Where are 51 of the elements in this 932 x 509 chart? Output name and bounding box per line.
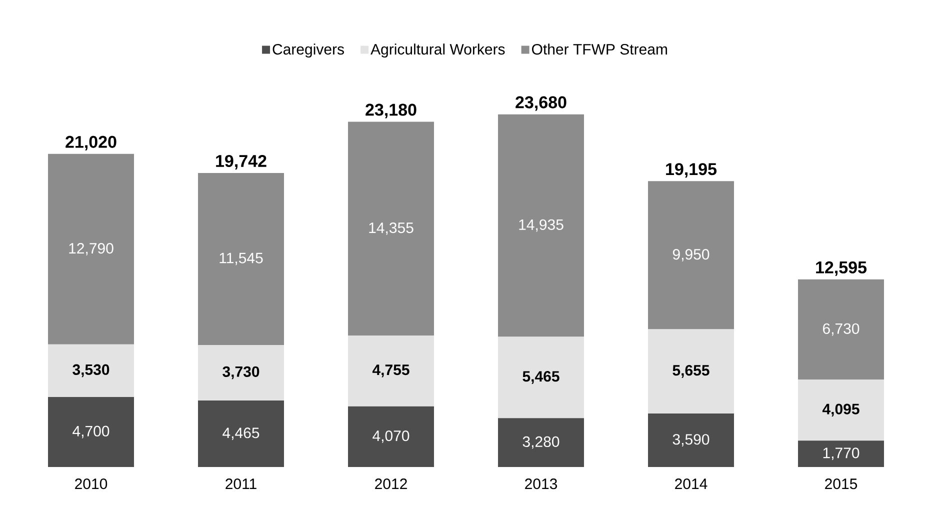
- bar: [48, 397, 134, 467]
- data-label: 11,545: [220, 252, 263, 266]
- total-label: 19,742: [216, 154, 266, 170]
- bar: [498, 336, 584, 418]
- x-tick-label: 2011: [226, 478, 256, 490]
- data-label: 3,730: [222, 366, 260, 380]
- data-label: 3,280: [522, 436, 560, 449]
- total-label: 23,180: [366, 104, 416, 118]
- data-label: 5,655: [672, 365, 710, 378]
- total-label: 21,020: [66, 136, 116, 150]
- bar: [648, 329, 734, 414]
- x-tick-label: 2013: [525, 478, 558, 490]
- data-label: 5,465: [522, 371, 560, 384]
- data-label: 4,465: [222, 428, 260, 440]
- bar: [498, 418, 584, 467]
- data-label: 3,530: [72, 364, 110, 378]
- data-label: 6,730: [823, 323, 860, 336]
- bar: [198, 400, 284, 467]
- data-label: 14,355: [369, 222, 414, 235]
- legend-label: Caregivers: [272, 44, 344, 58]
- data-label: 4,070: [372, 430, 410, 443]
- bar: [648, 181, 734, 330]
- bar: [48, 154, 134, 344]
- bar: [348, 336, 434, 406]
- data-label: 9,950: [672, 249, 710, 262]
- bar: [198, 172, 284, 345]
- data-label: 14,935: [519, 219, 564, 232]
- bar: [648, 414, 734, 467]
- data-label: 4,700: [72, 426, 110, 438]
- total-label: 19,195: [666, 163, 717, 178]
- x-tick-label: 2014: [675, 478, 708, 490]
- bar: [798, 279, 884, 380]
- legend-label: Agricultural Workers: [370, 44, 505, 58]
- x-tick-label: 2010: [75, 478, 108, 490]
- bar: [798, 440, 884, 467]
- data-label: 4,095: [822, 404, 860, 417]
- data-label: 1,770: [823, 448, 860, 460]
- legend-label: Other TFWP Stream: [532, 44, 667, 55]
- bar: [498, 114, 584, 337]
- x-tick-label: 2012: [375, 478, 407, 490]
- data-label: 12,790: [69, 242, 114, 256]
- data-label: 4,755: [372, 364, 410, 378]
- x-tick-label: 2015: [825, 478, 858, 490]
- total-label: 23,680: [516, 96, 566, 111]
- bar: [348, 406, 434, 467]
- data-label: 3,590: [672, 434, 710, 446]
- bar: [798, 380, 884, 441]
- total-label: 12,595: [816, 261, 867, 276]
- bar: [198, 344, 284, 400]
- bar: [48, 344, 134, 397]
- bar: [348, 122, 434, 336]
